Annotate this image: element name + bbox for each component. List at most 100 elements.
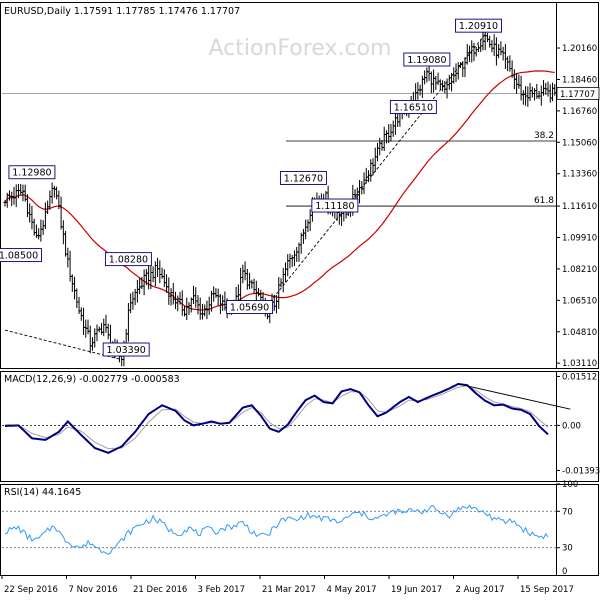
ohlc-bar [144, 269, 148, 286]
ohlc-bar [133, 288, 137, 306]
price-label: 1.19080 [407, 55, 446, 66]
ohlc-bar [164, 274, 169, 293]
ohlc-bar [147, 264, 151, 290]
price-label: 1.08280 [109, 255, 148, 266]
ohlc-bar [37, 228, 41, 240]
ohlc-bar [449, 72, 454, 92]
moving-average-line [4, 70, 555, 311]
ohlc-bar [375, 142, 380, 162]
ohlc-bar [382, 126, 386, 151]
ohlc-bar [77, 296, 81, 314]
price-label: 1.05690 [230, 303, 269, 314]
price-label-box [226, 300, 274, 314]
ohlc-bar [369, 159, 373, 182]
price-label-box [455, 18, 502, 33]
ohlc-bar [48, 190, 52, 210]
price-y-tick-label: 1.15060 [562, 138, 597, 148]
ohlc-bar [539, 85, 543, 106]
price-label: 1.12980 [12, 168, 51, 179]
current-price-label: 1.17707 [560, 90, 595, 100]
ohlc-bar [247, 272, 252, 289]
macd-line [4, 382, 549, 454]
x-tick-label: 7 Nov 2016 [69, 585, 118, 595]
price-label: 1.03390 [107, 345, 146, 356]
trendlines [4, 34, 486, 361]
price-panel-frame [0, 2, 599, 369]
ohlc-bar [171, 282, 175, 305]
ohlc-bar [467, 45, 472, 62]
ohlc-bar [256, 287, 261, 297]
ohlc-bar [106, 323, 110, 340]
ohlc-bar [427, 64, 431, 81]
macd-panel: MACD(12,26,9) -0.002779 -0.000583 0.01512… [2, 372, 600, 476]
ohlc-bar [12, 186, 16, 205]
ohlc-bar [550, 82, 555, 102]
ohlc-bar [286, 254, 290, 277]
ohlc-bar [515, 72, 519, 94]
ohlc-bar [308, 209, 312, 232]
ohlc-bar [465, 44, 469, 65]
ohlc-bar [86, 319, 90, 335]
ohlc-bar [252, 278, 256, 294]
x-tick-label: 19 Jun 2017 [391, 585, 442, 595]
ohlc-bar [72, 276, 77, 300]
ohlc-bar [221, 295, 225, 311]
ohlc-bar [290, 254, 294, 267]
rsi-y-tick-label: 70 [562, 507, 573, 517]
ohlc-bar [216, 288, 220, 306]
ohlc-bar [241, 264, 245, 284]
ohlc-bar [532, 88, 537, 101]
rsi-panel-frame [0, 484, 599, 576]
rsi-y-tick-label: 0 [562, 567, 567, 577]
x-tick-label: 15 Sep 2017 [520, 585, 574, 595]
ohlc-bar [88, 325, 92, 354]
ohlc-bar [521, 90, 525, 105]
axis-labels: 1.20160 1.18460 1.16760 1.15060 1.13360 1.116… [1, 44, 600, 595]
ohlc-bar [295, 246, 299, 262]
macd-y-tick-label: 0.00 [562, 421, 581, 431]
ohlc-bar [546, 81, 550, 97]
rsi-line [4, 504, 549, 555]
panel-frames [0, 2, 599, 576]
price-y-tick-label: 1.18460 [562, 75, 597, 85]
ohlc-bar [162, 269, 166, 288]
price-label-box [104, 252, 152, 267]
ohlc-bar [425, 67, 429, 83]
price-y-tick-label: 1.11610 [562, 202, 597, 212]
ohlc-bar [52, 185, 56, 198]
ohlc-bar [283, 262, 288, 283]
ohlc-bar [70, 274, 74, 292]
ohlc-bar [508, 55, 512, 72]
ohlc-bar [39, 219, 43, 242]
ohlc-bar [81, 307, 86, 335]
reference-lines: 38.2 61.8 [2, 92, 556, 207]
ohlc-bar [416, 82, 420, 100]
ohlc-bar [41, 220, 45, 235]
macd-y-tick-label: -0.013938 [562, 466, 600, 476]
ohlc-bar [519, 75, 523, 101]
macd-title: MACD(12,26,9) -0.002779 -0.000583 [4, 374, 180, 385]
ohlc-bar [254, 280, 258, 303]
price-y-tick-label: 1.16760 [562, 107, 597, 117]
ohlc-bar [7, 190, 12, 201]
ohlc-bar [517, 74, 521, 89]
price-label: 1.16510 [394, 102, 433, 113]
ohlc-bar [131, 291, 135, 310]
ohlc-bar [75, 288, 79, 308]
price-y-tick-label: 1.20160 [562, 44, 597, 54]
ohlc-bar [364, 167, 368, 184]
ohlc-bar [243, 261, 247, 281]
moving-average [4, 70, 555, 311]
ohlc-bar [472, 42, 476, 62]
ohlc-bar [436, 72, 440, 86]
ohlc-bar [10, 191, 14, 206]
price-y-tick-label: 1.06510 [562, 296, 597, 306]
ohlc-bar [61, 220, 65, 245]
ohlc-bar [93, 328, 97, 348]
ohlc-bar [126, 303, 131, 342]
ohlc-bar [66, 247, 70, 268]
ohlc-bar [200, 303, 205, 320]
x-tick-label: 3 Feb 2017 [198, 585, 246, 595]
ohlc-bar [391, 120, 395, 137]
